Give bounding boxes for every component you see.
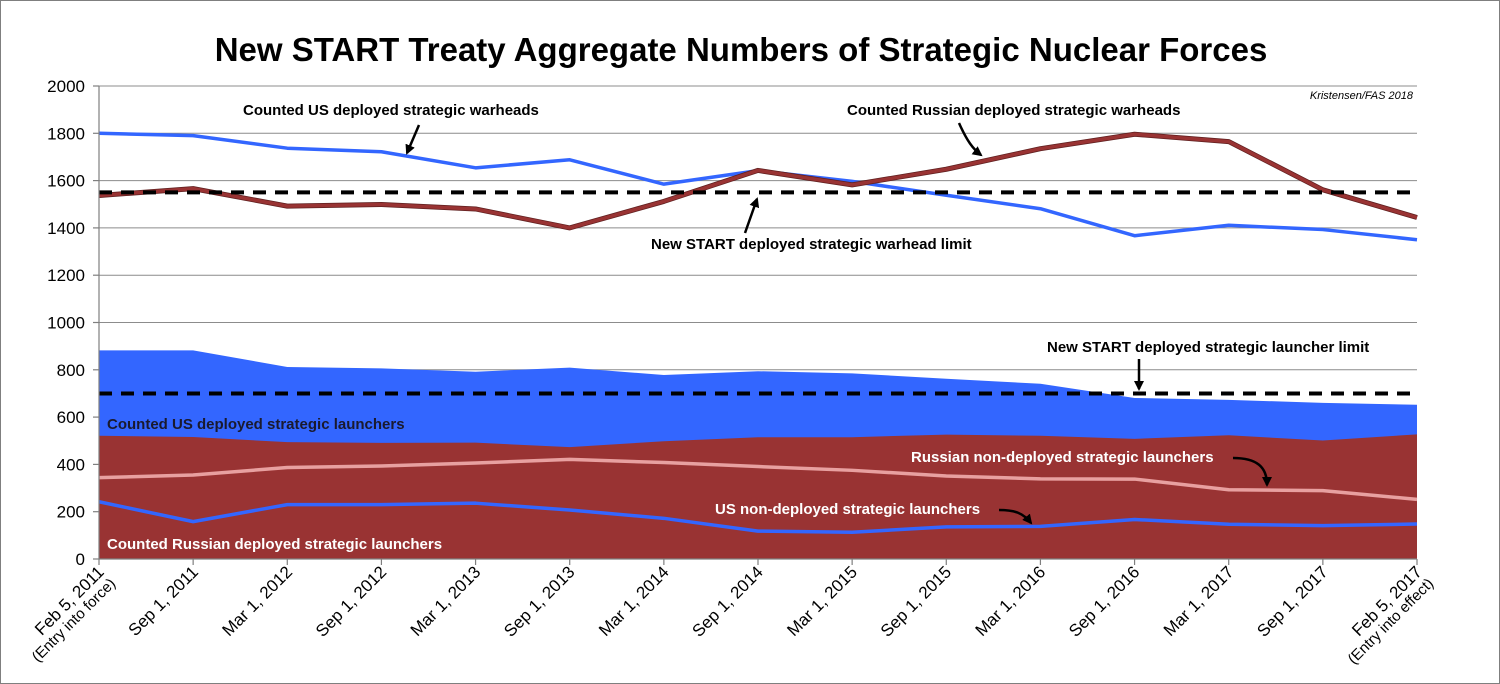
- chart-title: New START Treaty Aggregate Numbers of St…: [215, 31, 1268, 68]
- area-series: [98, 350, 1418, 559]
- x-tick-label: Sep 1, 2013: [500, 562, 578, 640]
- x-tick-label: Sep 1, 2012: [312, 562, 390, 640]
- x-tick-group: Mar 1, 2013: [407, 562, 485, 640]
- x-tick-group: Sep 1, 2015: [877, 562, 955, 640]
- x-tick-group: Sep 1, 2011: [125, 562, 202, 639]
- annotation-launcher-limit: New START deployed strategic launcher li…: [1047, 339, 1369, 356]
- x-tick-group: Sep 1, 2012: [312, 562, 390, 640]
- y-tick-label: 800: [57, 361, 85, 380]
- y-tick-label: 2000: [47, 77, 85, 96]
- arrow-us-warheads: [405, 124, 421, 155]
- y-tick-label: 600: [57, 408, 85, 427]
- x-tick-label: Mar 1, 2014: [595, 562, 673, 640]
- y-tick-label: 0: [76, 550, 85, 569]
- annotation-us-warheads: Counted US deployed strategic warheads: [243, 102, 539, 119]
- x-tick-label: Mar 1, 2015: [783, 562, 861, 640]
- y-tick-labels: 0 200 400 600 800 1000 1200 1400 1600 1800 2000: [47, 77, 85, 569]
- x-tick-group: Sep 1, 2017: [1253, 562, 1331, 640]
- x-tick-group: Sep 1, 2013: [500, 562, 578, 640]
- x-tick-group: Mar 1, 2014: [595, 562, 673, 640]
- x-tick-group: Mar 1, 2016: [972, 562, 1050, 640]
- x-tick-labels: Feb 5, 2011(Entry into force) Sep 1, 2011…: [29, 562, 1438, 667]
- annotations: Counted US deployed strategic warheads C…: [107, 102, 1369, 553]
- x-tick-label: Sep 1, 2014: [689, 562, 767, 640]
- x-tick-label: Mar 1, 2013: [407, 562, 485, 640]
- annotation-russian-nondeployed: Russian non-deployed strategic launchers: [911, 449, 1214, 466]
- x-tick-group: Sep 1, 2016: [1065, 562, 1143, 640]
- y-tick-label: 1400: [47, 219, 85, 238]
- x-tick-group: Mar 1, 2012: [219, 562, 297, 640]
- axes: [93, 85, 1418, 565]
- annotation-warhead-limit: New START deployed strategic warhead lim…: [651, 236, 972, 253]
- x-tick-label: Sep 1, 2016: [1065, 562, 1143, 640]
- y-tick-label: 200: [57, 503, 85, 522]
- annotation-russian-warheads: Counted Russian deployed strategic warhe…: [847, 102, 1180, 119]
- y-tick-label: 1600: [47, 172, 85, 191]
- x-tick-label: Sep 1, 2017: [1253, 562, 1331, 640]
- x-tick-group: Feb 5, 2011(Entry into force): [29, 562, 119, 665]
- limit-lines: [99, 190, 1417, 396]
- line-counted-us-deployed-strategic-warheads: [98, 131, 1418, 242]
- x-tick-label: Mar 1, 2012: [219, 562, 297, 640]
- x-tick-label: Mar 1, 2017: [1160, 562, 1238, 640]
- annotation-us-nondeployed: US non-deployed strategic launchers: [715, 501, 980, 518]
- x-tick-group: Mar 1, 2017: [1160, 562, 1238, 640]
- x-tick-label: Mar 1, 2016: [972, 562, 1050, 640]
- annotation-us-launchers: Counted US deployed strategic launchers: [107, 416, 405, 433]
- y-tick-label: 1200: [47, 266, 85, 285]
- y-tick-label: 1800: [47, 124, 85, 143]
- arrow-us-nondeployed: [998, 508, 1033, 525]
- arrow-warhead-limit: [743, 197, 760, 234]
- y-tick-label: 1000: [47, 314, 85, 333]
- x-tick-group: Feb 5, 2017(Entry into effect): [1345, 562, 1438, 667]
- x-tick-label: Sep 1, 2015: [877, 562, 955, 640]
- x-tick-group: Sep 1, 2014: [689, 562, 767, 640]
- x-tick-group: Mar 1, 2015: [783, 562, 861, 640]
- y-tick-label: 400: [57, 455, 85, 474]
- annotation-russian-launchers: Counted Russian deployed strategic launc…: [107, 536, 442, 553]
- arrow-russian-nondeployed: [1232, 456, 1272, 487]
- chart-credit: Kristensen/FAS 2018: [1310, 90, 1414, 102]
- arrow-russian-warheads: [957, 122, 983, 157]
- x-tick-label: Sep 1, 2011: [125, 562, 202, 639]
- line-series: [98, 131, 1418, 535]
